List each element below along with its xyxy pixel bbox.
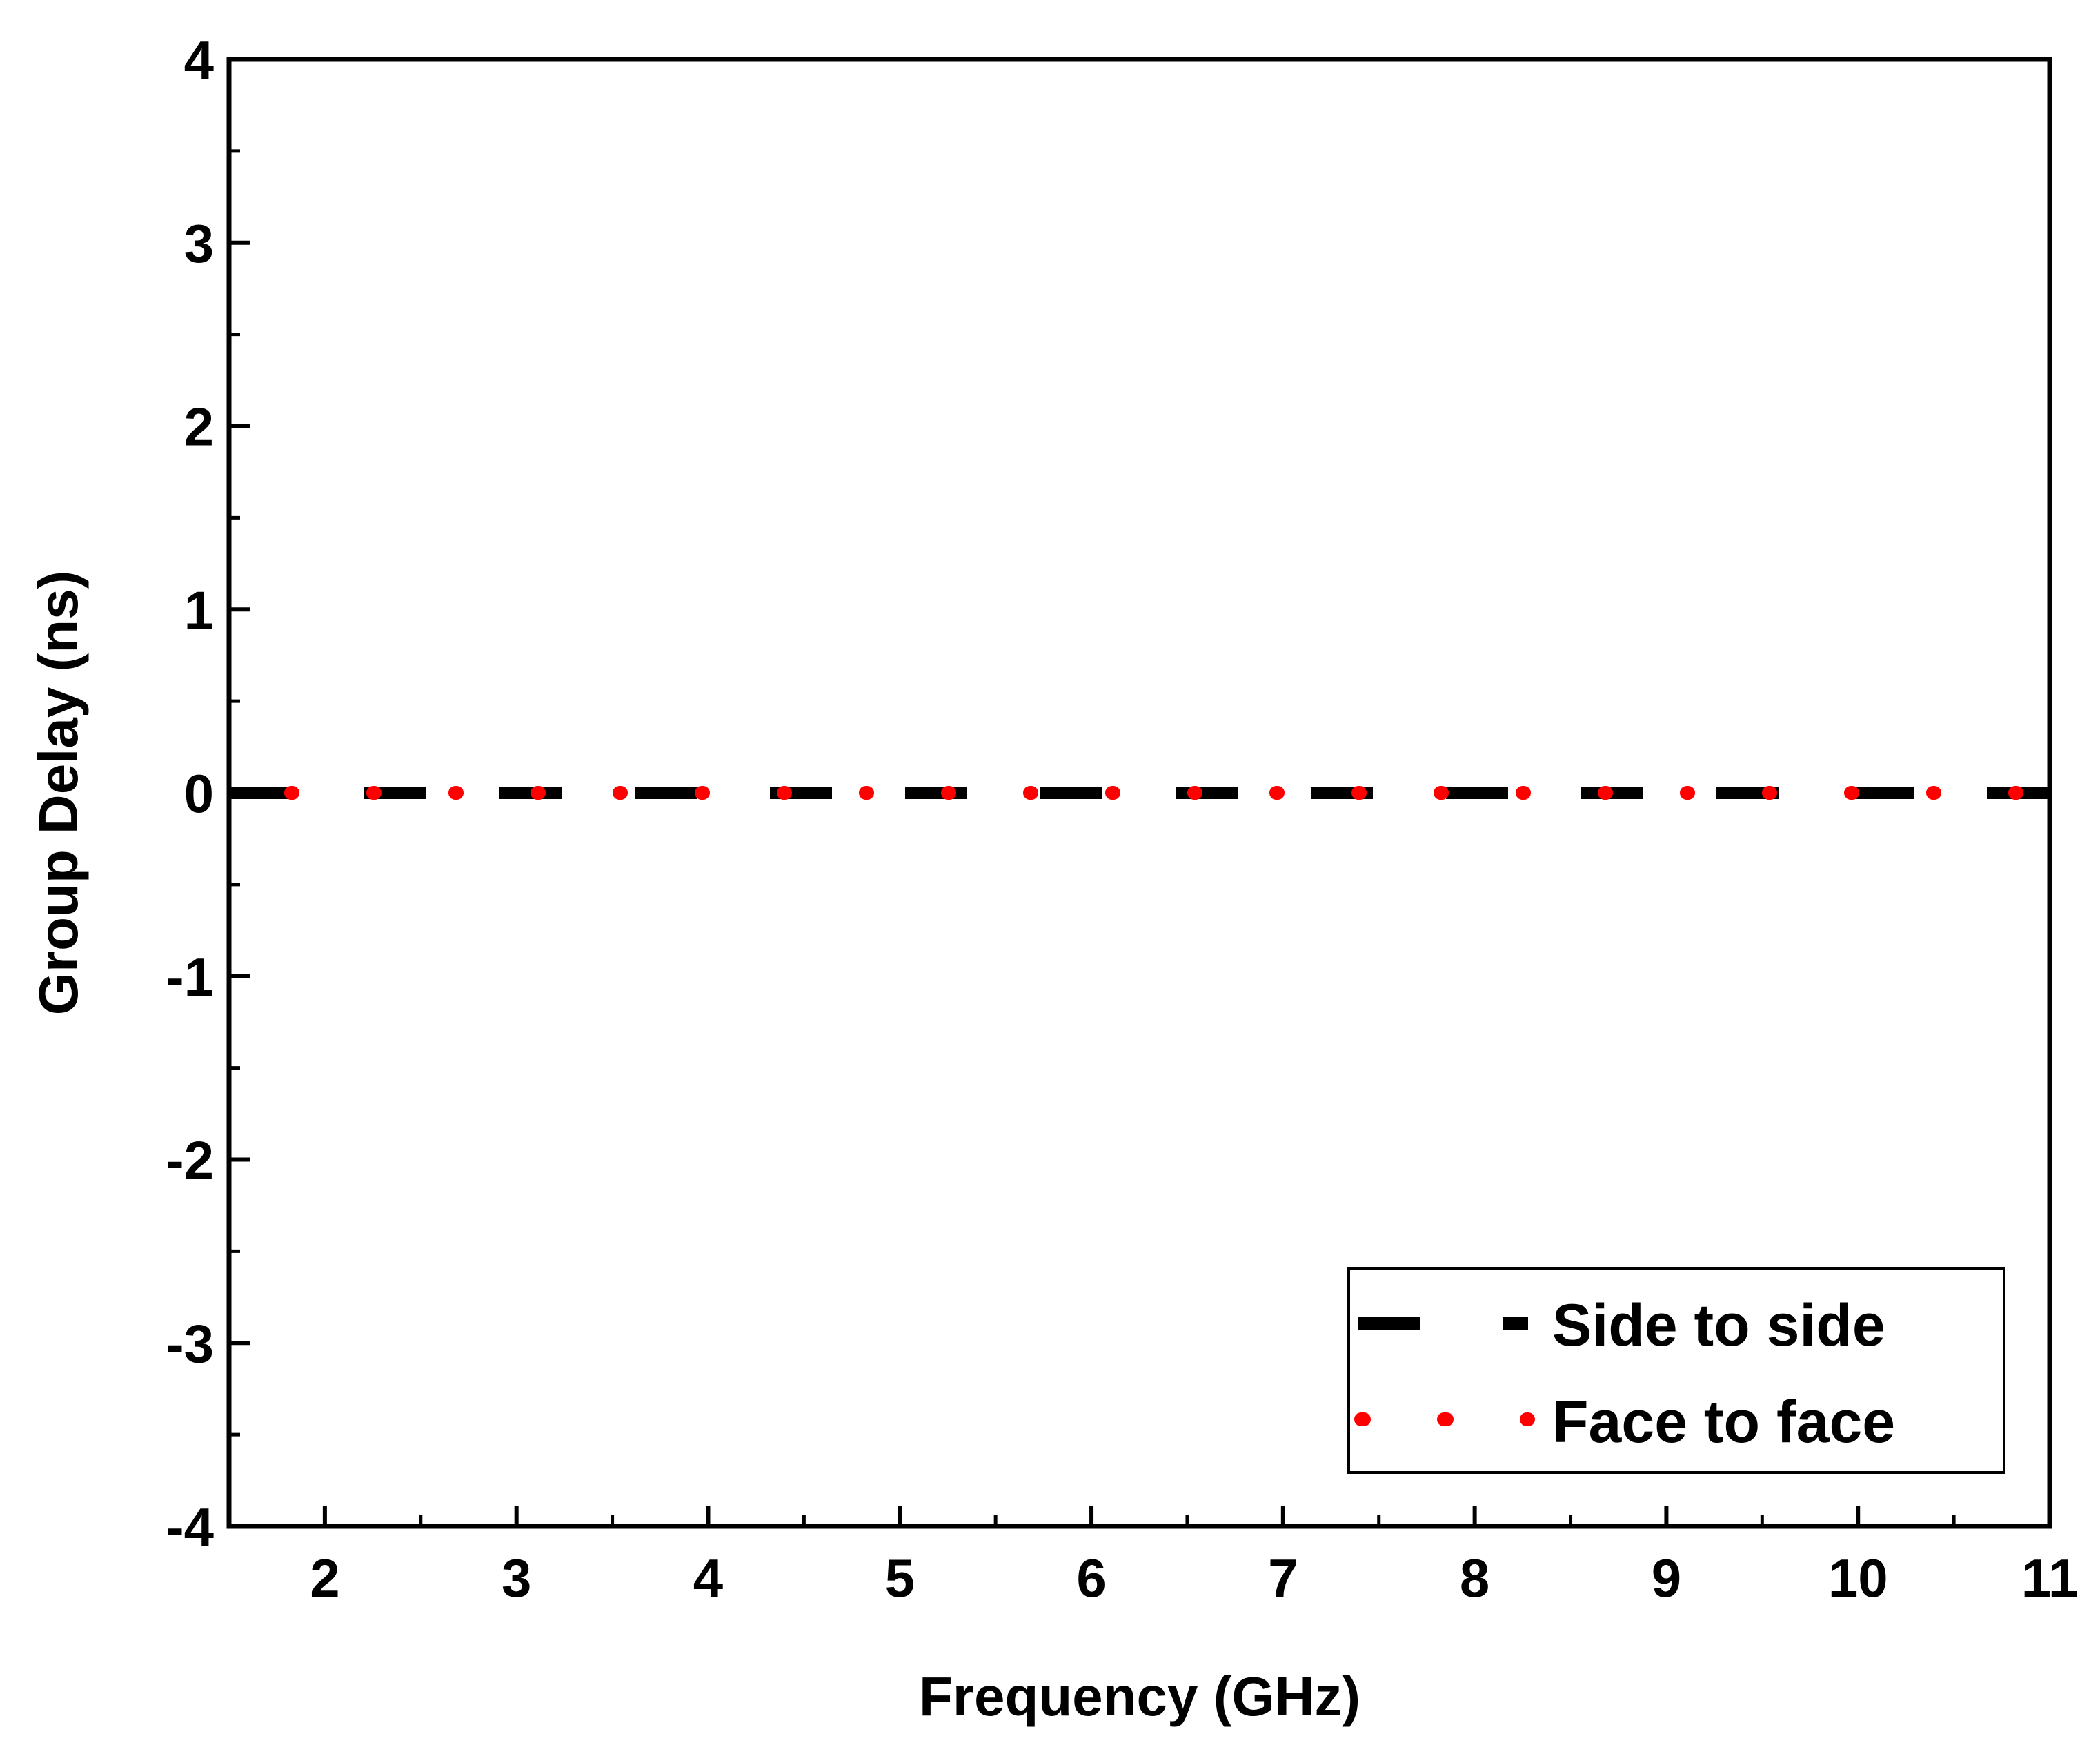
x-axis-title: Frequency (GHz) bbox=[919, 1666, 1360, 1727]
y-tick-label: 4 bbox=[184, 30, 214, 90]
legend-box bbox=[1347, 1267, 2005, 1474]
x-tick-label: 2 bbox=[310, 1548, 339, 1608]
x-tick-label: 9 bbox=[1652, 1548, 1681, 1608]
x-tick-label: 8 bbox=[1460, 1548, 1489, 1608]
y-tick-label: 3 bbox=[184, 213, 214, 274]
y-tick-label: 2 bbox=[184, 397, 214, 457]
y-axis-title: Group Delay (ns) bbox=[28, 571, 89, 1016]
x-tick-label: 11 bbox=[2021, 1548, 2078, 1608]
plot-frame bbox=[226, 57, 2052, 1529]
y-tick-label: -2 bbox=[166, 1130, 214, 1191]
y-tick-label: 0 bbox=[184, 763, 214, 824]
x-tick-label: 10 bbox=[1828, 1548, 1888, 1608]
x-tick-label: 4 bbox=[693, 1548, 723, 1608]
y-tick-label: -4 bbox=[166, 1497, 214, 1557]
legend-label-face-to-face: Face to face bbox=[1552, 1389, 1895, 1455]
legend-label-side-to-side: Side to side bbox=[1552, 1292, 1885, 1359]
x-tick-label: 7 bbox=[1268, 1548, 1298, 1608]
y-tick-label: -3 bbox=[166, 1313, 214, 1374]
x-tick-label: 5 bbox=[885, 1548, 915, 1608]
tick-labels: 2 3 4 5 6 7 8 9 10 11 -4 -3 -2 -1 0 1 2 3 4 bbox=[166, 30, 2079, 1608]
legend: Side to side Face to face bbox=[1347, 1267, 2005, 1474]
y-tick-label: -1 bbox=[166, 947, 214, 1007]
x-tick-label: 3 bbox=[502, 1548, 531, 1608]
y-tick-label: 1 bbox=[184, 580, 214, 640]
x-tick-label: 6 bbox=[1076, 1548, 1106, 1608]
